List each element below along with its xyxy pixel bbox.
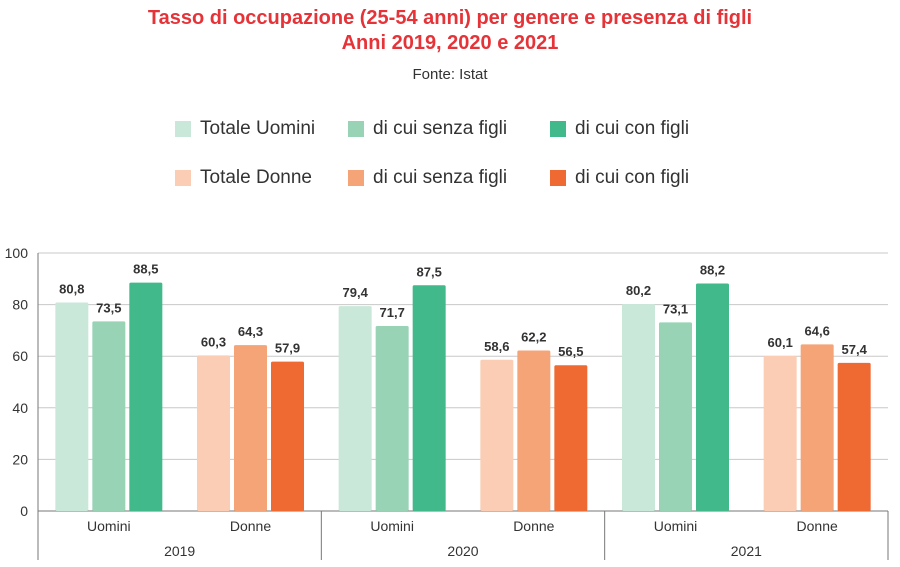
bar [480,359,514,511]
x-group-label: Donne [797,518,838,534]
data-label: 71,7 [380,305,405,320]
data-label: 60,1 [768,335,793,350]
x-group-label: Uomini [87,518,131,534]
x-year-label: 2020 [447,543,478,559]
y-tick-label: 20 [12,451,28,467]
chart-subtitle: Anni 2019, 2020 e 2021 [341,32,559,54]
legend-label: Totale Uomini [200,118,316,139]
bar [338,306,372,511]
bar [622,304,655,511]
legend-swatch [348,121,364,137]
data-label: 73,5 [96,300,121,315]
bar [92,321,126,511]
x-group-label: Donne [230,518,271,534]
bar [837,362,871,511]
data-label: 88,2 [700,262,725,277]
x-year-label: 2019 [164,543,195,559]
y-tick-label: 40 [12,400,28,416]
y-tick-label: 100 [5,245,29,261]
data-label: 73,1 [663,301,688,316]
legend-item-totale-donne: Totale Donne [175,167,312,189]
legend-swatch [175,170,191,186]
legend-item-totale-uomini: Totale Uomini [175,118,315,140]
legend-item-donne-senza-figli: di cui senza figli [348,167,507,189]
bar [517,350,551,511]
bar [659,322,692,511]
x-year-label: 2021 [731,543,762,559]
legend-label: di cui senza figli [373,167,508,188]
bar [412,285,446,511]
y-tick-label: 60 [12,348,28,364]
legend-swatch [348,170,364,186]
bar [375,326,409,511]
chart-source: Fonte: Istat [412,66,488,83]
x-group-label: Uomini [654,518,698,534]
data-label: 88,5 [133,262,158,277]
data-label: 79,4 [343,285,369,300]
bar [129,282,163,511]
x-group-label: Uomini [370,518,414,534]
chart-title: Tasso di occupazione (25-54 anni) per ge… [147,7,753,29]
legend-swatch [550,170,566,186]
data-label: 62,2 [521,330,546,345]
data-label: 60,3 [201,334,226,349]
legend-label: di cui con figli [575,167,690,188]
legend-item-donne-con-figli: di cui con figli [550,167,689,189]
data-label: 64,6 [805,323,830,338]
data-label: 80,2 [626,283,651,298]
y-tick-label: 0 [20,503,28,519]
legend-label: di cui con figli [575,118,690,139]
data-label: 80,8 [59,282,84,297]
y-tick-label: 80 [12,297,28,313]
bar [55,302,89,511]
legend-swatch [550,121,566,137]
data-label: 64,3 [238,324,263,339]
x-group-label: Donne [513,518,554,534]
data-label: 57,9 [275,341,300,356]
data-label: 56,5 [558,344,583,359]
legend-item-uomini-senza-figli: di cui senza figli [348,118,507,140]
data-label: 57,4 [842,342,868,357]
bar [800,344,834,511]
bar [763,355,797,511]
legend-item-uomini-con-figli: di cui con figli [550,118,689,140]
data-label: 87,5 [417,264,442,279]
legend-swatch [175,121,191,137]
bar [234,345,267,511]
bar [696,283,729,511]
data-label: 58,6 [484,339,509,354]
legend-label: Totale Donne [200,167,312,188]
bar [554,365,588,511]
bar [197,355,230,511]
legend-label: di cui senza figli [373,118,508,139]
bar [271,361,304,511]
